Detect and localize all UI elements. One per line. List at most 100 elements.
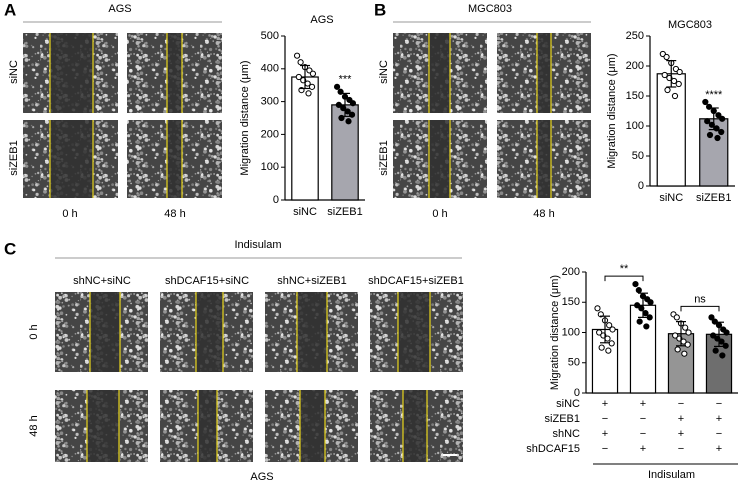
y-tick-label: 50 — [632, 150, 644, 162]
wound-gap — [300, 390, 325, 462]
data-point — [604, 335, 611, 342]
data-point — [634, 302, 641, 309]
data-point — [305, 90, 312, 97]
y-tick-label: 150 — [626, 90, 644, 102]
y-tick-label: 200 — [626, 60, 644, 72]
time-label: 48 h — [164, 208, 185, 220]
bar — [291, 76, 319, 201]
data-point — [673, 314, 680, 321]
sign: + — [640, 443, 646, 455]
data-point — [335, 101, 342, 108]
data-point — [308, 83, 316, 90]
sign-row-label: siZEB1 — [545, 413, 580, 425]
data-point — [636, 318, 643, 325]
sign: − — [602, 443, 608, 455]
significance: ** — [620, 263, 629, 275]
data-point — [708, 314, 715, 321]
data-point — [642, 310, 649, 317]
data-point — [596, 329, 603, 336]
data-point — [345, 118, 352, 125]
data-point — [714, 134, 721, 142]
time-label: 48 h — [533, 208, 554, 220]
row-label: 48 h — [28, 415, 40, 436]
x-tick-label: siZEB1 — [327, 206, 362, 218]
data-point — [719, 115, 726, 122]
data-point — [643, 323, 650, 330]
data-point — [594, 305, 601, 312]
wound-gap — [196, 292, 223, 372]
wound-gap — [90, 292, 120, 372]
y-tick-label: 0 — [638, 180, 644, 192]
data-point — [712, 347, 719, 354]
wound-gap — [297, 292, 327, 372]
data-point — [609, 326, 616, 333]
row-label: 0 h — [28, 324, 40, 339]
wound-gap — [87, 390, 119, 462]
image-header: MGC803 — [468, 3, 512, 15]
x-tick-label: siNC — [293, 206, 317, 218]
wound-gap — [167, 33, 182, 113]
data-point — [710, 332, 717, 339]
y-tick-label: 500 — [261, 30, 279, 42]
sign: − — [678, 398, 684, 410]
y-tick-label: 250 — [626, 30, 644, 42]
wound-gap — [167, 120, 182, 198]
data-point — [664, 86, 671, 94]
chart-title: MGC803 — [668, 19, 712, 31]
row-label: siNC — [8, 60, 20, 84]
sign: + — [678, 413, 684, 425]
sign: + — [678, 428, 684, 440]
data-point — [715, 112, 722, 119]
x-tick-label: siNC — [659, 192, 683, 204]
y-tick-label: 100 — [261, 161, 279, 173]
wound-gap — [398, 292, 430, 372]
data-point — [719, 352, 726, 359]
data-point — [705, 103, 713, 110]
column-label: shDCAF15+siZEB1 — [368, 275, 464, 287]
data-point — [718, 128, 725, 136]
data-point — [706, 131, 714, 139]
sign-row-label: shNC — [552, 428, 580, 440]
data-point — [295, 73, 302, 81]
panel-letter: C — [4, 239, 16, 258]
data-point — [674, 346, 681, 353]
y-tick-label: 300 — [261, 96, 279, 108]
footer-label: AGS — [250, 471, 273, 483]
wound-gap — [403, 390, 427, 462]
significance: ns — [694, 293, 706, 305]
wound-gap — [50, 33, 93, 113]
data-point — [722, 342, 729, 349]
data-point — [635, 287, 642, 294]
image-header: AGS — [108, 3, 131, 15]
sign-row-label: shDCAF15 — [526, 443, 580, 455]
y-tick-label: 200 — [261, 128, 279, 140]
sign-row-label: siNC — [556, 398, 580, 410]
data-point — [713, 125, 720, 132]
sign: − — [602, 413, 608, 425]
y-tick-label: 100 — [626, 120, 644, 132]
wound-gap — [537, 33, 551, 113]
sign: − — [640, 413, 646, 425]
y-tick-label: 0 — [273, 194, 279, 206]
data-point — [723, 329, 730, 336]
sign: − — [640, 428, 646, 440]
sign: − — [678, 443, 684, 455]
sign: + — [716, 413, 722, 425]
significance-bracket — [680, 305, 720, 312]
data-point — [682, 324, 689, 331]
data-point — [711, 318, 718, 325]
data-point — [606, 322, 613, 329]
sign: − — [716, 428, 722, 440]
data-point — [309, 70, 317, 77]
y-tick-label: 0 — [574, 387, 580, 399]
y-axis-label: Migration distance (μm) — [239, 60, 251, 175]
data-point — [605, 347, 612, 354]
data-point — [293, 52, 301, 59]
y-tick-label: 100 — [562, 326, 580, 338]
data-point — [632, 281, 639, 288]
data-point — [663, 53, 670, 61]
sign: + — [716, 443, 722, 455]
chart-title: AGS — [310, 14, 333, 26]
wound-gap — [537, 120, 551, 198]
data-point — [681, 350, 688, 357]
